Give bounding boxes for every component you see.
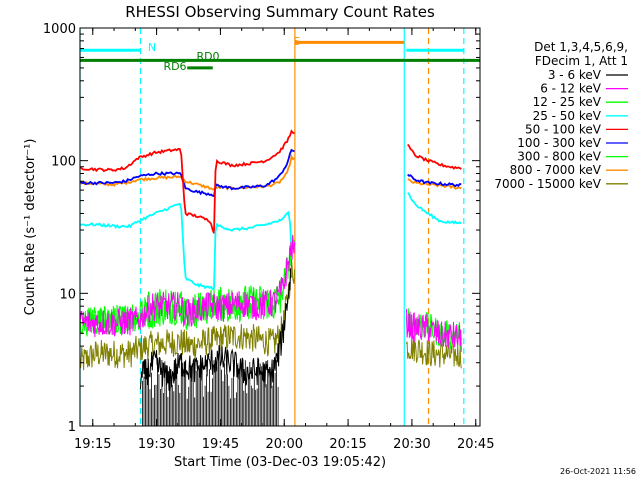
legend-label-7: 800 - 7000 keV xyxy=(510,163,602,177)
series-line-4 xyxy=(79,129,462,234)
series-line-1 xyxy=(79,235,462,352)
legend-label-1: 6 - 12 keV xyxy=(540,82,602,96)
x-tick-label-0: 19:15 xyxy=(74,437,111,452)
series-line-3 xyxy=(79,192,462,291)
x-axis-label: Start Time (03-Dec-03 19:05:42) xyxy=(174,455,386,470)
series-line-8 xyxy=(79,259,462,371)
legend-label-5: 100 - 300 keV xyxy=(517,136,601,150)
legend-label-4: 50 - 100 keV xyxy=(525,122,602,136)
generation-timestamp: 26-Oct-2021 11:56 xyxy=(560,467,636,476)
flag-label-rd6: RD6 xyxy=(163,60,186,73)
axes: 19:15 19:30 19:45 20:00 20:15 20:30 20:45 1 10 10… xyxy=(43,22,495,452)
x-tick-label-3: 20:00 xyxy=(266,437,303,452)
flag-label-n: N xyxy=(148,41,156,54)
legend-header-line-1: Det 1,3,4,5,6,9, xyxy=(534,40,628,54)
flag-label-s: S xyxy=(294,35,301,48)
x-tick-label-5: 20:30 xyxy=(393,437,430,452)
series-spikes-3-6kev xyxy=(142,359,279,426)
flag-label-rd0: RD0 xyxy=(196,50,219,63)
x-tick-label-6: 20:45 xyxy=(457,437,494,452)
legend-label-2: 12 - 25 keV xyxy=(533,95,602,109)
y-tick-label-3: 1000 xyxy=(43,22,76,37)
legend: Det 1,3,4,5,6,9, FDecim 1, Att 1 3 - 6 k… xyxy=(494,40,628,191)
y-tick-label-0: 1 xyxy=(68,420,76,435)
y-axis-label: Count Rate (s⁻¹ detector⁻¹) xyxy=(23,139,38,316)
legend-label-8: 7000 - 15000 keV xyxy=(494,177,601,191)
x-tick-label-1: 19:30 xyxy=(138,437,175,452)
x-tick-label-4: 20:15 xyxy=(329,437,366,452)
series-line-5 xyxy=(79,148,462,198)
plot-area: N S RD0 RD6 xyxy=(79,28,480,426)
chart-title: RHESSI Observing Summary Count Rates xyxy=(125,3,435,21)
plot-frame xyxy=(79,27,481,427)
legend-label-3: 25 - 50 keV xyxy=(533,109,602,123)
series-line-0 xyxy=(139,268,292,391)
y-tick-label-1: 10 xyxy=(59,287,76,302)
legend-header-line-2: FDecim 1, Att 1 xyxy=(535,54,628,68)
legend-label-0: 3 - 6 keV xyxy=(548,68,602,82)
y-tick-label-2: 100 xyxy=(51,155,76,170)
legend-label-6: 300 - 800 keV xyxy=(517,150,601,164)
x-tick-label-2: 19:45 xyxy=(202,437,239,452)
